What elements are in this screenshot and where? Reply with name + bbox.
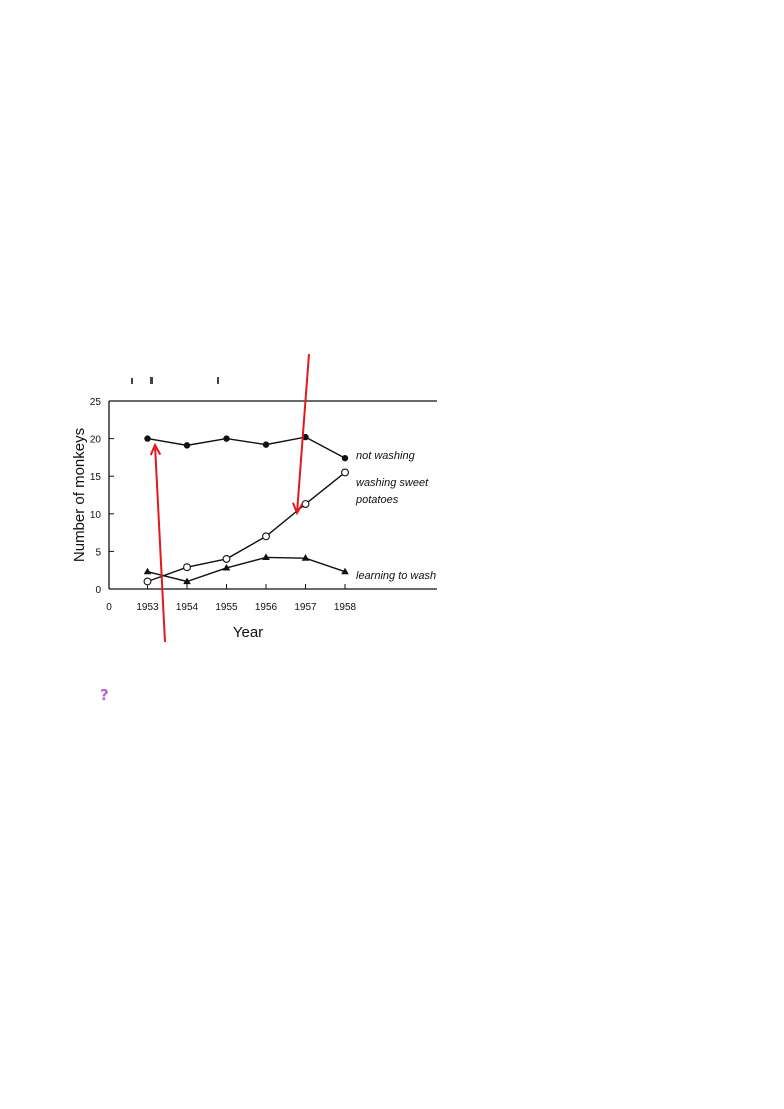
data-point [262,553,270,561]
series-label: not washing [356,450,416,462]
cropped-caption-remnant [131,377,219,384]
x-origin-label: 0 [106,602,112,613]
series-label: potatoes [355,494,399,506]
data-point [341,567,349,575]
data-point [143,567,152,575]
question-mark-icon[interactable]: ? [100,686,109,704]
data-point [262,441,270,448]
data-point [341,468,349,477]
data-point [222,554,231,563]
data-point [223,435,230,442]
y-tick-label: 10 [90,510,102,521]
series-line-0 [147,436,346,459]
series-line-1 [147,471,346,583]
y-tick-label: 15 [90,472,102,483]
data-point [222,563,231,571]
x-tick-label: 1955 [215,602,238,613]
data-point [301,554,310,561]
x-tick-label: 1957 [294,602,317,613]
data-point [341,454,349,462]
x-tick-label: 1953 [136,602,159,613]
arrow-shaft [296,353,310,514]
x-tick-label: 1956 [255,602,278,613]
data-point [183,442,191,449]
arrow-shaft [154,444,166,643]
x-tick-label: 1958 [334,602,357,613]
series-layer [143,433,349,586]
data-point [302,433,309,441]
y-tick-label: 0 [95,585,101,596]
data-point [144,435,151,442]
series-label: washing sweet [356,477,429,489]
series-line-2 [147,556,346,583]
labels: Year Number of monkeys not washing washing … [71,428,436,641]
annotation-arrows [149,353,310,643]
y-tick-label: 25 [90,397,102,408]
y-axis-title: Number of monkeys [71,428,88,562]
ticks: 0 5 10 15 20 25 1953 1954 1955 1956 1957 1958 0 [90,397,357,613]
x-tick-label: 1954 [176,602,199,613]
y-tick-label: 20 [90,435,102,446]
axes [108,400,437,590]
x-axis-title: Year [233,624,263,641]
data-point [143,577,152,586]
y-tick-label: 5 [95,547,101,558]
arrow-head [149,442,162,456]
data-point [262,532,270,541]
arrow-not-washing-1953 [149,442,166,643]
data-point [183,577,191,585]
arrow-washing-1957 [292,353,310,516]
series-label: learning to wash [356,570,436,582]
data-point [183,563,191,572]
arrow-head [292,502,304,516]
